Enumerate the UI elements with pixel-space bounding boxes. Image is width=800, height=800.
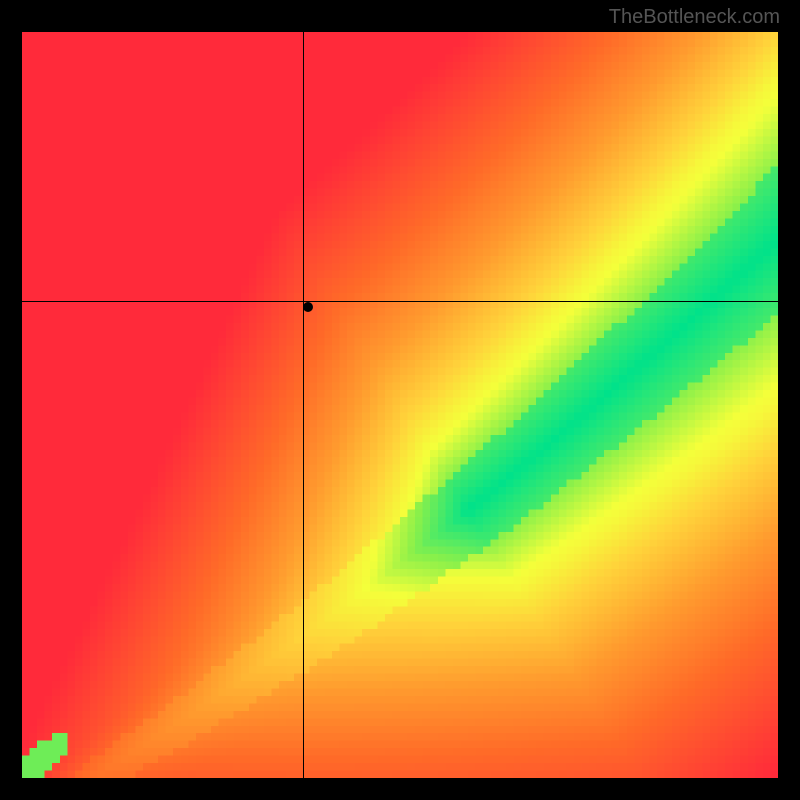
chart-container: TheBottleneck.com xyxy=(0,0,800,800)
crosshair-horizontal xyxy=(22,301,778,302)
crosshair-vertical xyxy=(303,32,304,778)
heatmap-canvas xyxy=(22,32,778,778)
watermark-text: TheBottleneck.com xyxy=(609,6,780,29)
plot-area xyxy=(22,32,778,778)
selection-marker xyxy=(303,302,313,312)
